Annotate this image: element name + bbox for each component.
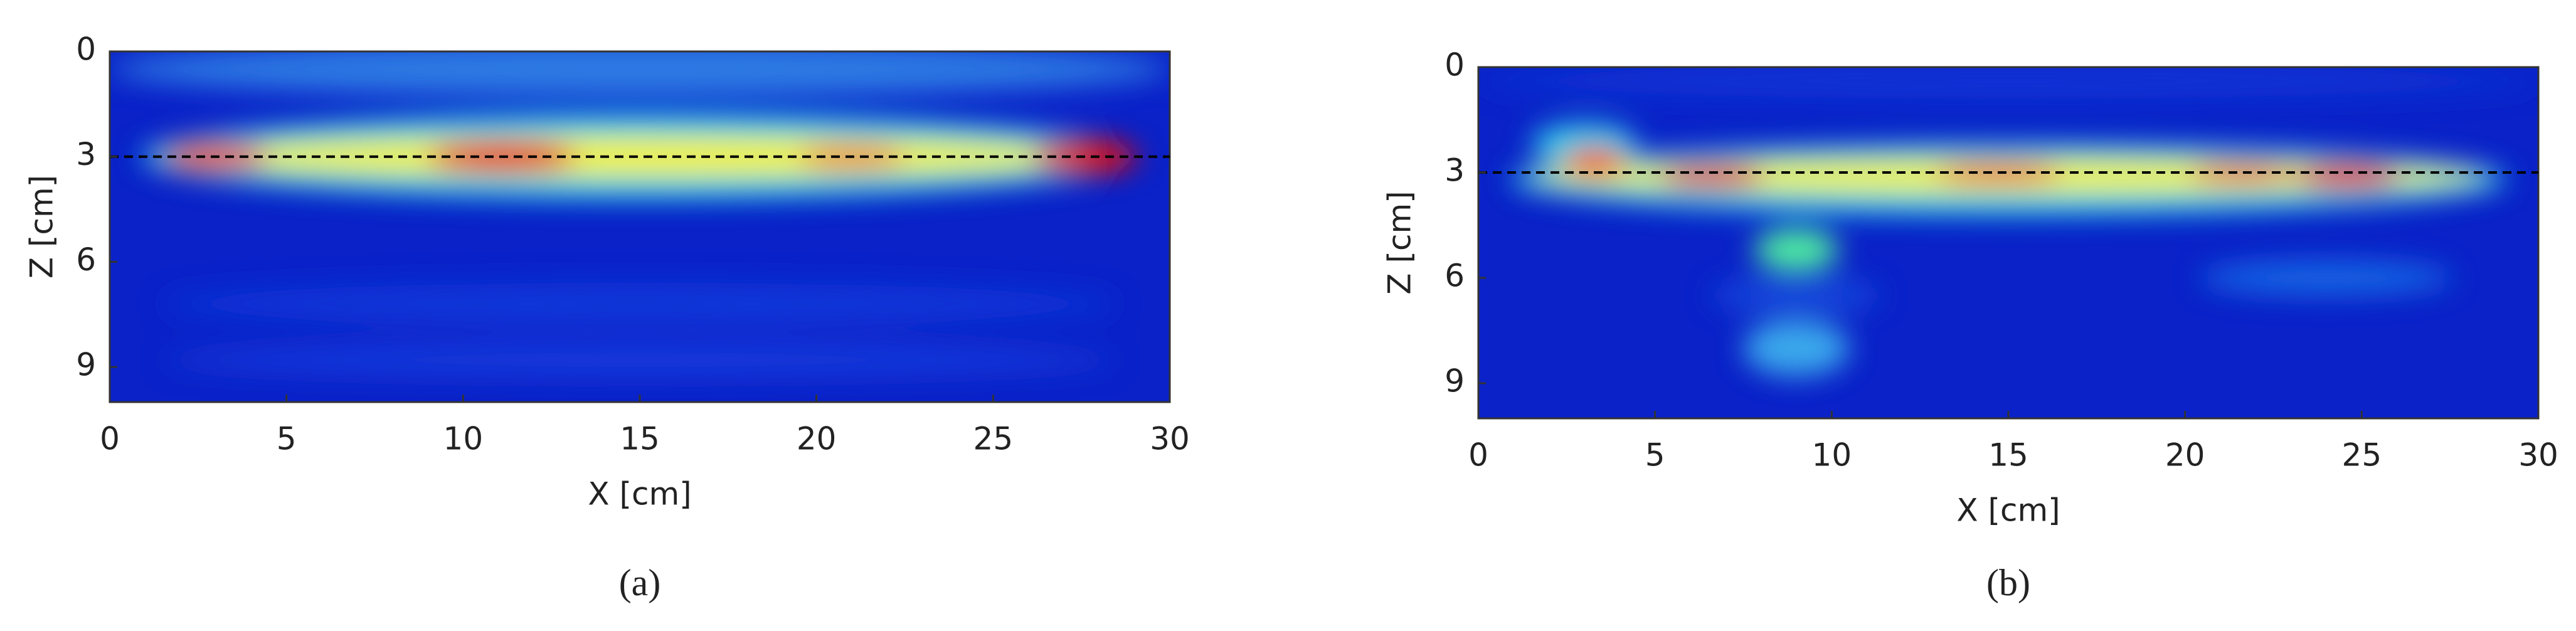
heatmap <box>1478 67 2538 418</box>
x-tick-label: 5 <box>1645 437 1665 474</box>
heat-blob <box>1658 164 1765 189</box>
x-axis-title: X [cm] <box>1956 492 2060 529</box>
x-axis-title: X [cm] <box>588 476 691 512</box>
caption: (a) <box>619 562 661 603</box>
x-tick-label: 10 <box>1812 437 1852 474</box>
heat-blob <box>162 342 1117 378</box>
x-tick-label: 15 <box>1988 437 2028 474</box>
x-tick-label: 25 <box>973 421 1014 457</box>
panel: 0 5 10 15 20 25 30 0 3 6 9 X [cm] Z [cm] (a) <box>24 31 1190 603</box>
heat-blob <box>2199 260 2454 295</box>
y-axis-title: Z [cm] <box>1382 191 1418 294</box>
y-tick-label: 0 <box>76 31 96 68</box>
heatmap-background <box>1478 67 2538 418</box>
heat-blobs <box>1478 67 2538 376</box>
x-tick-label: 20 <box>797 421 837 457</box>
heat-blob <box>2188 162 2295 183</box>
x-tick-label: 25 <box>2342 437 2382 474</box>
panel: 0 5 10 15 20 25 30 0 3 6 9 X [cm] Z [cm] (b) <box>1382 47 2558 603</box>
heat-blob <box>162 282 1117 326</box>
x-tick-label: 5 <box>277 421 297 457</box>
x-tick-label: 0 <box>100 421 120 457</box>
x-tick-label: 10 <box>443 421 484 457</box>
y-tick-label: 6 <box>1444 258 1465 294</box>
y-tick-label: 6 <box>76 241 96 278</box>
caption: (b) <box>1986 562 2030 603</box>
heat-blob <box>2294 162 2401 190</box>
heatmap <box>110 51 1170 402</box>
y-tick-label: 3 <box>1444 152 1465 189</box>
x-tick-label: 30 <box>2518 437 2558 474</box>
heat-blob <box>110 51 1170 97</box>
y-axis-title: Z [cm] <box>24 175 60 278</box>
y-tick-label: 9 <box>1444 363 1465 400</box>
heat-blob <box>1563 147 1627 176</box>
x-tick-label: 0 <box>1468 437 1488 474</box>
x-tick-label: 30 <box>1150 421 1190 457</box>
heat-blob <box>1711 278 1882 313</box>
heat-blob <box>1478 67 2538 99</box>
x-tick-label: 15 <box>620 421 660 457</box>
y-tick-label: 3 <box>76 136 96 172</box>
y-tick-label: 0 <box>1444 47 1465 83</box>
heat-blob <box>1754 228 1839 271</box>
y-tick-label: 9 <box>76 347 96 383</box>
heat-blob <box>1743 320 1850 376</box>
x-tick-label: 20 <box>2165 437 2205 474</box>
heat-blobs <box>110 51 1170 378</box>
